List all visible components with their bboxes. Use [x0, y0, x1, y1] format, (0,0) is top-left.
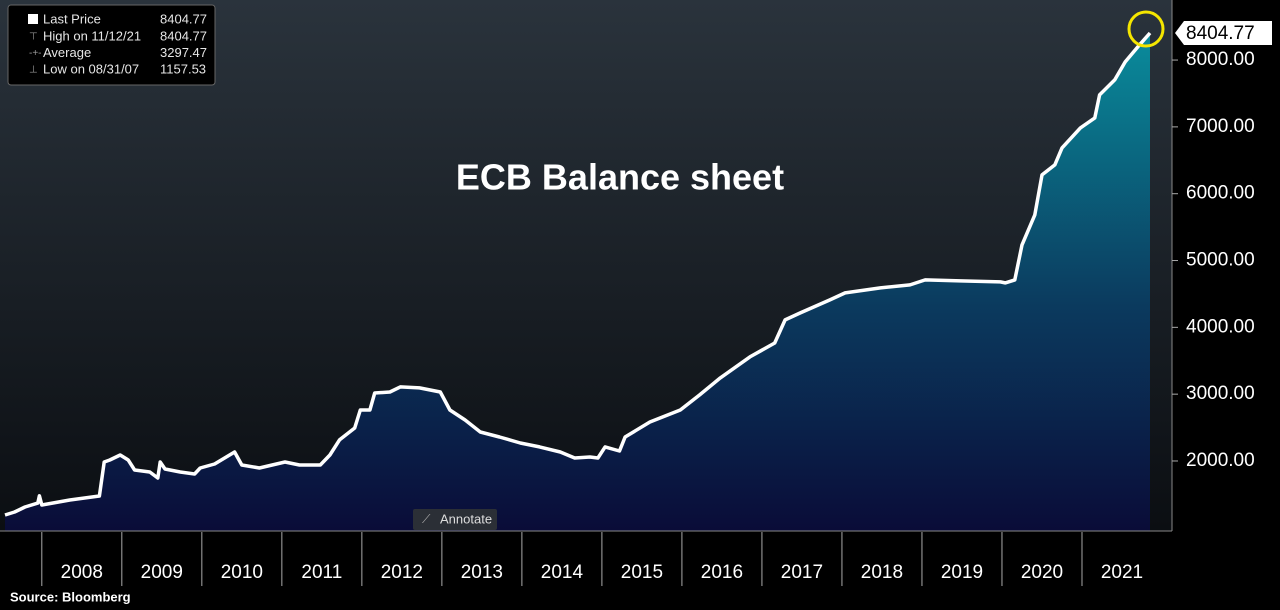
legend-icon: ⊤ [29, 32, 38, 43]
y-tick-label: 6000.00 [1186, 183, 1255, 204]
legend-label: High on 11/12/21 [43, 28, 141, 43]
x-tick-label: 2020 [1021, 562, 1063, 583]
x-tick-label: 2010 [221, 562, 263, 583]
x-tick-label: 2021 [1101, 562, 1143, 583]
x-tick-label: 2011 [301, 562, 342, 583]
legend-value: 8404.77 [160, 11, 207, 26]
y-tick-label: 3000.00 [1186, 383, 1255, 404]
chart-title: ECB Balance sheet [456, 157, 784, 198]
y-tick-label: 4000.00 [1186, 316, 1255, 337]
annotate-icon: ⟋ [422, 512, 431, 526]
y-tick-label: 7000.00 [1186, 116, 1255, 137]
x-tick-label: 2012 [381, 562, 423, 583]
last-price-tag [1175, 21, 1272, 46]
highlight-circle [1127, 10, 1165, 48]
annotate-button-label[interactable]: Annotate [440, 511, 492, 526]
source: Source: Bloomberg [10, 589, 131, 604]
line [4, 31, 1152, 517]
y-tick-label: 5000.00 [1186, 250, 1255, 271]
legend-swatch [28, 14, 38, 24]
legend-value: 1157.53 [160, 61, 206, 76]
legend-label: Average [43, 45, 91, 60]
x-tick-label: 2015 [621, 562, 663, 583]
x-tick-label: 2018 [861, 562, 903, 583]
x-tick-label: 2009 [141, 562, 183, 583]
last-price-label: 8404.77 [1186, 23, 1255, 44]
y-tick-label: 2000.00 [1186, 450, 1255, 471]
legend-label: Low on 08/31/07 [43, 61, 139, 76]
legend-icon: ⊥ [29, 65, 38, 76]
x-tick-label: 2016 [701, 562, 743, 583]
legend-icon: -+- [29, 48, 42, 59]
x-tick-label: 2019 [941, 562, 983, 583]
legend-label: Last Price [43, 11, 101, 26]
legend-value: 3297.47 [160, 45, 207, 60]
legend-value: 8404.77 [160, 28, 207, 43]
x-tick-label: 2017 [781, 562, 823, 583]
legend: Last Price 8404.77 ⊤ High on 11/12/21 8404… [7, 4, 216, 86]
x-tick-label: 2014 [541, 562, 584, 583]
x-tick-label: 2008 [61, 562, 103, 583]
y-tick-label: 8000.00 [1186, 49, 1255, 70]
legend-box [7, 4, 216, 86]
annotate-button[interactable] [413, 509, 497, 530]
area-fill [5, 33, 1150, 531]
x-tick-label: 2013 [461, 562, 503, 583]
